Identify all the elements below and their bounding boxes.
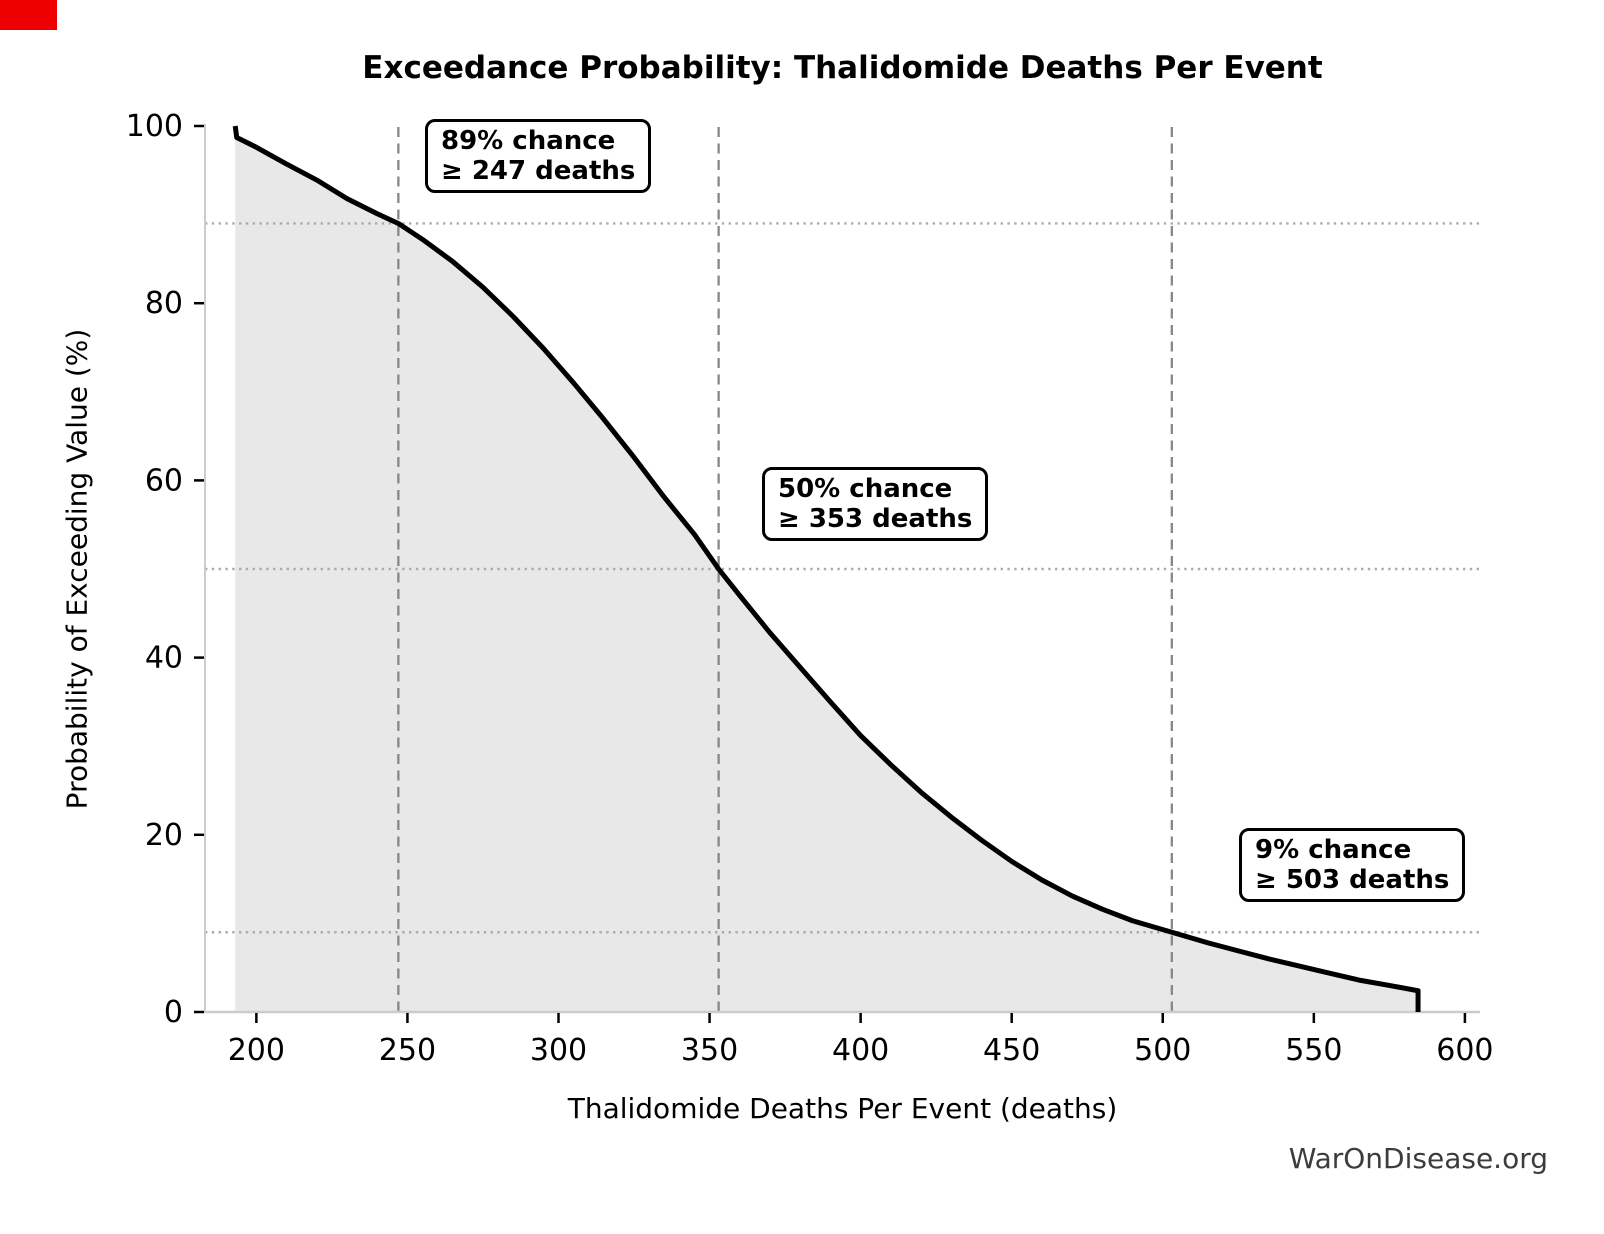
y-tick-label-20: 20 <box>145 818 183 853</box>
annotation-9-line2: ≥ 503 deaths <box>1255 865 1450 895</box>
x-tick-label-250: 250 <box>379 1033 436 1068</box>
y-axis-label: Probability of Exceeding Value (%) <box>60 328 94 810</box>
exceedance-curve <box>232 125 1421 1012</box>
x-tick-label-200: 200 <box>228 1033 285 1068</box>
y-tick-label-100: 100 <box>126 109 183 144</box>
annotation-50-line1: 50% chance <box>778 474 953 504</box>
x-tick-label-500: 500 <box>1134 1033 1191 1068</box>
y-tick-label-80: 80 <box>145 286 183 321</box>
annotation-89-line1: 89% chance <box>441 126 616 156</box>
y-tick-label-60: 60 <box>145 463 183 498</box>
curve-fill-area <box>235 126 1419 1012</box>
annotation-9-line1: 9% chance <box>1255 835 1412 865</box>
x-tick-label-300: 300 <box>530 1033 587 1068</box>
y-tick-label-0: 0 <box>164 995 183 1030</box>
watermark: WarOnDisease.org <box>1288 1142 1548 1175</box>
x-tick-label-400: 400 <box>832 1033 889 1068</box>
x-tick-label-350: 350 <box>681 1033 738 1068</box>
y-tick-label-40: 40 <box>145 641 183 676</box>
red-action-marker <box>0 0 57 30</box>
annotation-89-percent: 89% chance ≥ 247 deaths <box>425 119 652 193</box>
annotation-9-percent: 9% chance ≥ 503 deaths <box>1239 828 1466 902</box>
x-tick-label-450: 450 <box>983 1033 1040 1068</box>
annotation-89-line2: ≥ 247 deaths <box>441 156 636 186</box>
annotation-50-percent: 50% chance ≥ 353 deaths <box>762 467 989 541</box>
x-tick-label-600: 600 <box>1436 1033 1493 1068</box>
annotation-50-line2: ≥ 353 deaths <box>778 504 973 534</box>
x-axis-label: Thalidomide Deaths Per Event (deaths) <box>567 1092 1118 1125</box>
x-tick-label-550: 550 <box>1285 1033 1342 1068</box>
chart-title: Exceedance Probability: Thalidomide Deat… <box>362 50 1323 86</box>
